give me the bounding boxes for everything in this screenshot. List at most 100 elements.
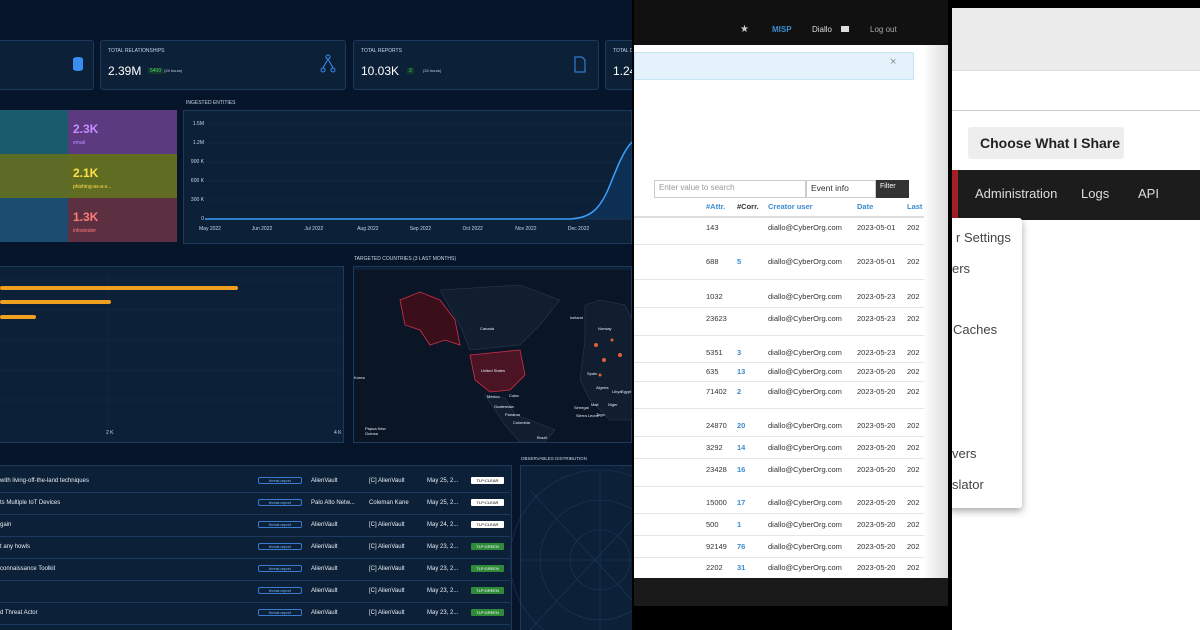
menu-item[interactable]: Caches xyxy=(953,322,998,337)
nav-item[interactable]: Administration xyxy=(975,186,1058,201)
y-tick-label: 900 K xyxy=(190,159,204,165)
cell-creator: diallo@CyberOrg.com xyxy=(768,348,842,357)
cell-date: 2023-05-20 xyxy=(857,421,896,430)
row-divider xyxy=(634,535,924,536)
select[interactable]: Event info xyxy=(806,180,876,198)
report-creator: [C] AlienVault xyxy=(369,588,405,594)
page-shadow xyxy=(923,45,948,605)
row-divider xyxy=(634,436,924,437)
row-divider xyxy=(634,513,924,514)
map-label: United States xyxy=(481,368,506,373)
nav-user[interactable]: Diallo xyxy=(812,25,833,34)
map-label: Guatemala xyxy=(494,404,514,409)
cell-last: 202 xyxy=(907,314,920,323)
report-creator: [C] AlienVault xyxy=(369,566,405,572)
row-divider xyxy=(634,307,924,308)
section-title: INGESTED ENTITIES xyxy=(186,100,236,106)
treemap-value: 2.3K xyxy=(73,122,99,136)
menu-item[interactable]: r Settings xyxy=(956,230,1011,245)
tlp-badge: TLP:GREEN xyxy=(471,587,504,594)
map-label: Spain xyxy=(587,371,598,376)
stat-value: 10.03K xyxy=(361,64,400,78)
report-author: AlienVault xyxy=(311,522,338,528)
cell-corr[interactable]: 1 xyxy=(737,520,742,529)
cell-corr[interactable]: 76 xyxy=(737,542,746,551)
tlp-badge: TLP:CLEAR xyxy=(471,477,504,484)
map-label: Papua New Guinea xyxy=(365,426,386,436)
y-tick-label: 1.5M xyxy=(192,121,204,127)
report-date: May 23, 2... xyxy=(427,544,459,550)
top-bar xyxy=(634,0,948,45)
menu-item[interactable]: slator xyxy=(952,477,984,492)
share-panel: Choose What I Share Administration Logs API… xyxy=(952,0,1200,630)
x-tick-label: May 2022 xyxy=(199,226,221,232)
filter-button[interactable]: Filter xyxy=(876,180,909,198)
share-button[interactable]: Choose What I Share xyxy=(968,127,1124,159)
cell-corr[interactable]: 17 xyxy=(737,498,746,507)
map-label: Algeria xyxy=(596,385,609,390)
cell-corr[interactable]: 2 xyxy=(737,387,742,396)
report-title: d Threat Actor xyxy=(0,610,38,616)
cell-corr[interactable]: 31 xyxy=(737,563,746,572)
map-label: Togo xyxy=(596,412,605,417)
column-header: #Corr. xyxy=(737,202,759,211)
treemap-label: infostealer xyxy=(73,228,97,234)
report-title: connaissance Toolkit xyxy=(0,566,56,572)
report-date: May 24, 2... xyxy=(427,522,459,528)
report-date: May 25, 2... xyxy=(427,500,459,506)
star-icon: ★ xyxy=(740,24,749,35)
stat-delta: 2 xyxy=(407,68,414,74)
cell-creator: diallo@CyberOrg.com xyxy=(768,223,842,232)
report-author: Palo Alto Netw... xyxy=(311,500,355,506)
map-label: Libya xyxy=(612,389,622,394)
row-divider xyxy=(634,556,924,558)
report-creator: Coleman Kane xyxy=(369,500,409,506)
cell-date: 2023-05-20 xyxy=(857,367,896,376)
cell-corr[interactable]: 13 xyxy=(737,367,746,376)
nav-item[interactable]: Logs xyxy=(1081,186,1110,201)
cell-attr: 1032 xyxy=(706,292,723,301)
cell-last: 202 xyxy=(907,498,920,507)
tlp-badge: TLP:GREEN xyxy=(471,543,504,550)
cell-attr: 92149 xyxy=(706,542,727,551)
report-date: May 23, 2... xyxy=(427,610,459,616)
cell-corr[interactable]: 3 xyxy=(737,348,742,357)
tlp-badge: TLP:CLEAR xyxy=(471,499,504,506)
cell-corr[interactable]: 16 xyxy=(737,465,746,474)
report-author: AlienVault xyxy=(311,566,338,572)
stat-value: 2.39M xyxy=(108,64,142,78)
alert-close[interactable]: × xyxy=(890,56,897,68)
cell-creator: diallo@CyberOrg.com xyxy=(768,563,842,572)
x-tick-label: Oct 2022 xyxy=(462,226,483,232)
menu-item[interactable]: ers xyxy=(952,261,971,276)
frame-bottom xyxy=(634,606,948,630)
x-tick-label: Sep 2022 xyxy=(409,226,432,232)
tlp-badge: TLP:GREEN xyxy=(471,565,504,572)
bottom-bar xyxy=(634,578,948,606)
cell-corr[interactable]: 14 xyxy=(737,443,746,452)
report-type: threat-report xyxy=(258,499,302,506)
row-divider xyxy=(634,381,924,382)
report-type: threat-report xyxy=(258,521,302,528)
nav-logout[interactable]: Log out xyxy=(870,25,897,34)
cell-corr[interactable]: 5 xyxy=(737,257,742,266)
report-date: May 23, 2... xyxy=(427,566,459,572)
search-input[interactable]: Enter value to search xyxy=(654,180,806,198)
menu-item[interactable]: vers xyxy=(952,446,977,461)
cell-date: 2023-05-20 xyxy=(857,443,896,452)
row-divider xyxy=(634,278,924,280)
nav-brand[interactable]: MISP xyxy=(772,25,792,34)
cell-date: 2023-05-20 xyxy=(857,465,896,474)
cell-corr[interactable]: 20 xyxy=(737,421,746,430)
cell-attr: 5351 xyxy=(706,348,723,357)
nav-item[interactable]: API xyxy=(1138,186,1159,201)
cell-attr: 635 xyxy=(706,367,719,376)
stat-title: TOTAL REPORTS xyxy=(361,48,402,54)
treemap-value: 1.3K xyxy=(73,210,99,224)
treemap-cell xyxy=(68,110,177,154)
report-date: May 25, 2... xyxy=(427,478,459,484)
y-tick-label: 0 xyxy=(201,216,204,222)
report-creator: [C] AlienVault xyxy=(369,478,405,484)
cell-last: 202 xyxy=(907,348,920,357)
